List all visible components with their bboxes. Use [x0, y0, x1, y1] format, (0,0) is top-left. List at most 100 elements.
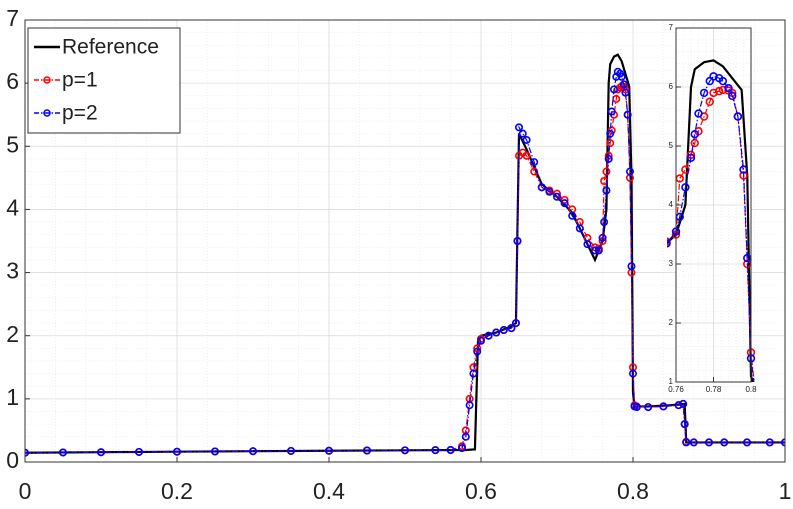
y-tick-label: 2 — [6, 321, 19, 347]
marker — [518, 129, 527, 138]
marker — [704, 438, 713, 447]
marker — [522, 151, 531, 160]
marker — [286, 446, 295, 455]
marker — [465, 401, 474, 410]
marker — [602, 167, 611, 176]
marker — [135, 447, 144, 456]
marker — [718, 76, 728, 86]
marker — [785, 386, 792, 393]
marker — [0, 427, 4, 434]
marker — [552, 192, 561, 201]
marker — [720, 438, 729, 447]
marker — [590, 246, 599, 255]
y-tick-label: 5 — [6, 131, 19, 157]
marker — [362, 446, 371, 455]
marker — [617, 72, 626, 81]
marker — [674, 401, 683, 410]
axes-box — [675, 27, 752, 383]
y-tick-label: 7 — [669, 23, 674, 32]
marker — [431, 446, 440, 455]
marker — [733, 112, 743, 121]
y-tick-label: 5 — [669, 141, 674, 150]
x-tick-label: 0.76 — [668, 385, 684, 394]
marker — [594, 246, 603, 255]
y-tick-label: 7 — [6, 5, 19, 31]
marker — [623, 110, 632, 119]
marker — [690, 138, 699, 148]
marker — [173, 447, 182, 456]
marker — [644, 403, 653, 412]
marker — [694, 109, 703, 118]
marker — [705, 97, 714, 106]
marker — [484, 331, 493, 340]
marker — [724, 83, 733, 93]
marker — [469, 369, 478, 378]
marker — [25, 448, 29, 457]
marker — [600, 218, 609, 227]
legend-box — [27, 27, 181, 134]
marker — [97, 448, 106, 457]
marker — [681, 183, 690, 192]
marker — [632, 403, 641, 412]
marker — [690, 130, 699, 139]
marker — [739, 165, 748, 174]
marker — [785, 386, 792, 393]
marker — [583, 240, 592, 249]
marker — [689, 438, 698, 447]
marker — [619, 80, 628, 89]
x-tick-label: 0.4 — [313, 478, 345, 504]
legend-marker — [43, 109, 51, 117]
marker — [499, 326, 508, 335]
marker — [612, 94, 621, 103]
y-tick-label: 1 — [6, 384, 19, 410]
marker — [473, 347, 482, 356]
y-tick-label: 2 — [669, 318, 674, 327]
marker — [607, 107, 616, 116]
marker — [461, 432, 470, 441]
y-tick-label: 0 — [6, 447, 19, 473]
marker — [457, 444, 466, 453]
marker — [492, 328, 501, 337]
marker — [765, 438, 774, 447]
marker — [598, 233, 607, 242]
marker — [604, 154, 613, 163]
marker — [682, 438, 691, 447]
x-tick-label: 0 — [19, 478, 32, 504]
marker — [522, 135, 531, 144]
marker — [0, 427, 4, 434]
marker — [476, 336, 485, 345]
y-tick-label: 4 — [669, 200, 674, 209]
marker — [530, 158, 539, 167]
marker — [537, 183, 546, 192]
marker — [602, 186, 611, 195]
marker — [667, 239, 671, 248]
x-tick-label: 0.6 — [465, 478, 497, 504]
marker — [714, 86, 724, 96]
x-tick-label: 0.8 — [745, 385, 757, 394]
marker — [324, 446, 333, 455]
marker — [625, 167, 634, 176]
marker — [400, 446, 409, 455]
marker — [507, 324, 516, 333]
marker — [680, 420, 689, 429]
marker — [514, 123, 523, 132]
y-tick-label: 6 — [6, 68, 19, 94]
marker — [473, 344, 482, 353]
x-tick-label: 0.2 — [161, 478, 193, 504]
marker — [560, 199, 569, 208]
y-tick-label: 3 — [6, 258, 19, 284]
marker — [659, 402, 668, 411]
legend-label: p=1 — [62, 69, 98, 92]
y-tick-label: 4 — [6, 195, 19, 221]
marker — [627, 262, 636, 271]
marker — [728, 91, 737, 101]
y-tick-label: 6 — [669, 82, 674, 91]
legend-marker — [43, 76, 51, 84]
marker — [249, 447, 258, 456]
marker — [742, 438, 751, 447]
x-tick-label: 0.8 — [617, 478, 649, 504]
x-tick-label: 1 — [779, 478, 792, 504]
marker — [699, 88, 709, 98]
marker — [686, 153, 696, 163]
legend-label: Reference — [62, 36, 159, 59]
